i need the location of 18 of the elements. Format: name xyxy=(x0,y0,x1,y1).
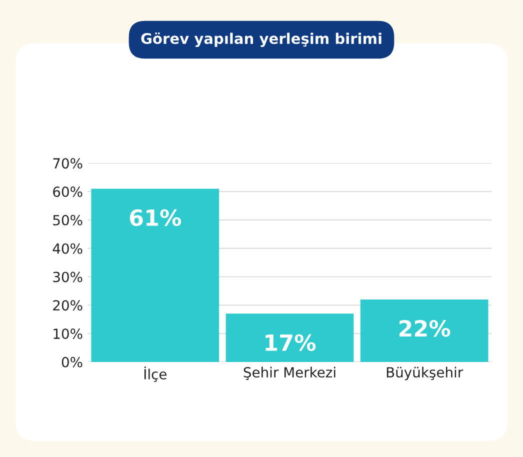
y-tick-label: 30% xyxy=(53,272,82,282)
x-tick-label: Şehir Merkezi xyxy=(244,366,336,380)
y-tick-label: 20% xyxy=(53,300,82,311)
data-label: 17% xyxy=(266,334,316,352)
y-tick-label: 50% xyxy=(53,214,82,226)
data-label: 22% xyxy=(399,320,450,337)
data-label: 61% xyxy=(130,209,182,226)
x-tick-label: İlçe xyxy=(144,366,166,382)
bar xyxy=(91,188,220,362)
bar xyxy=(360,299,488,362)
y-tick-label: 70% xyxy=(53,158,82,169)
y-tick-label: 0% xyxy=(62,356,82,368)
y-tick-label: 40% xyxy=(52,243,82,254)
y-tick-label: 10% xyxy=(54,328,82,340)
x-tick-label: Büyükşehir xyxy=(386,366,464,380)
y-tick-label: 60% xyxy=(53,186,82,198)
bar xyxy=(226,314,354,362)
chart-title: Görev yapılan yerleşim birimi xyxy=(141,32,382,47)
